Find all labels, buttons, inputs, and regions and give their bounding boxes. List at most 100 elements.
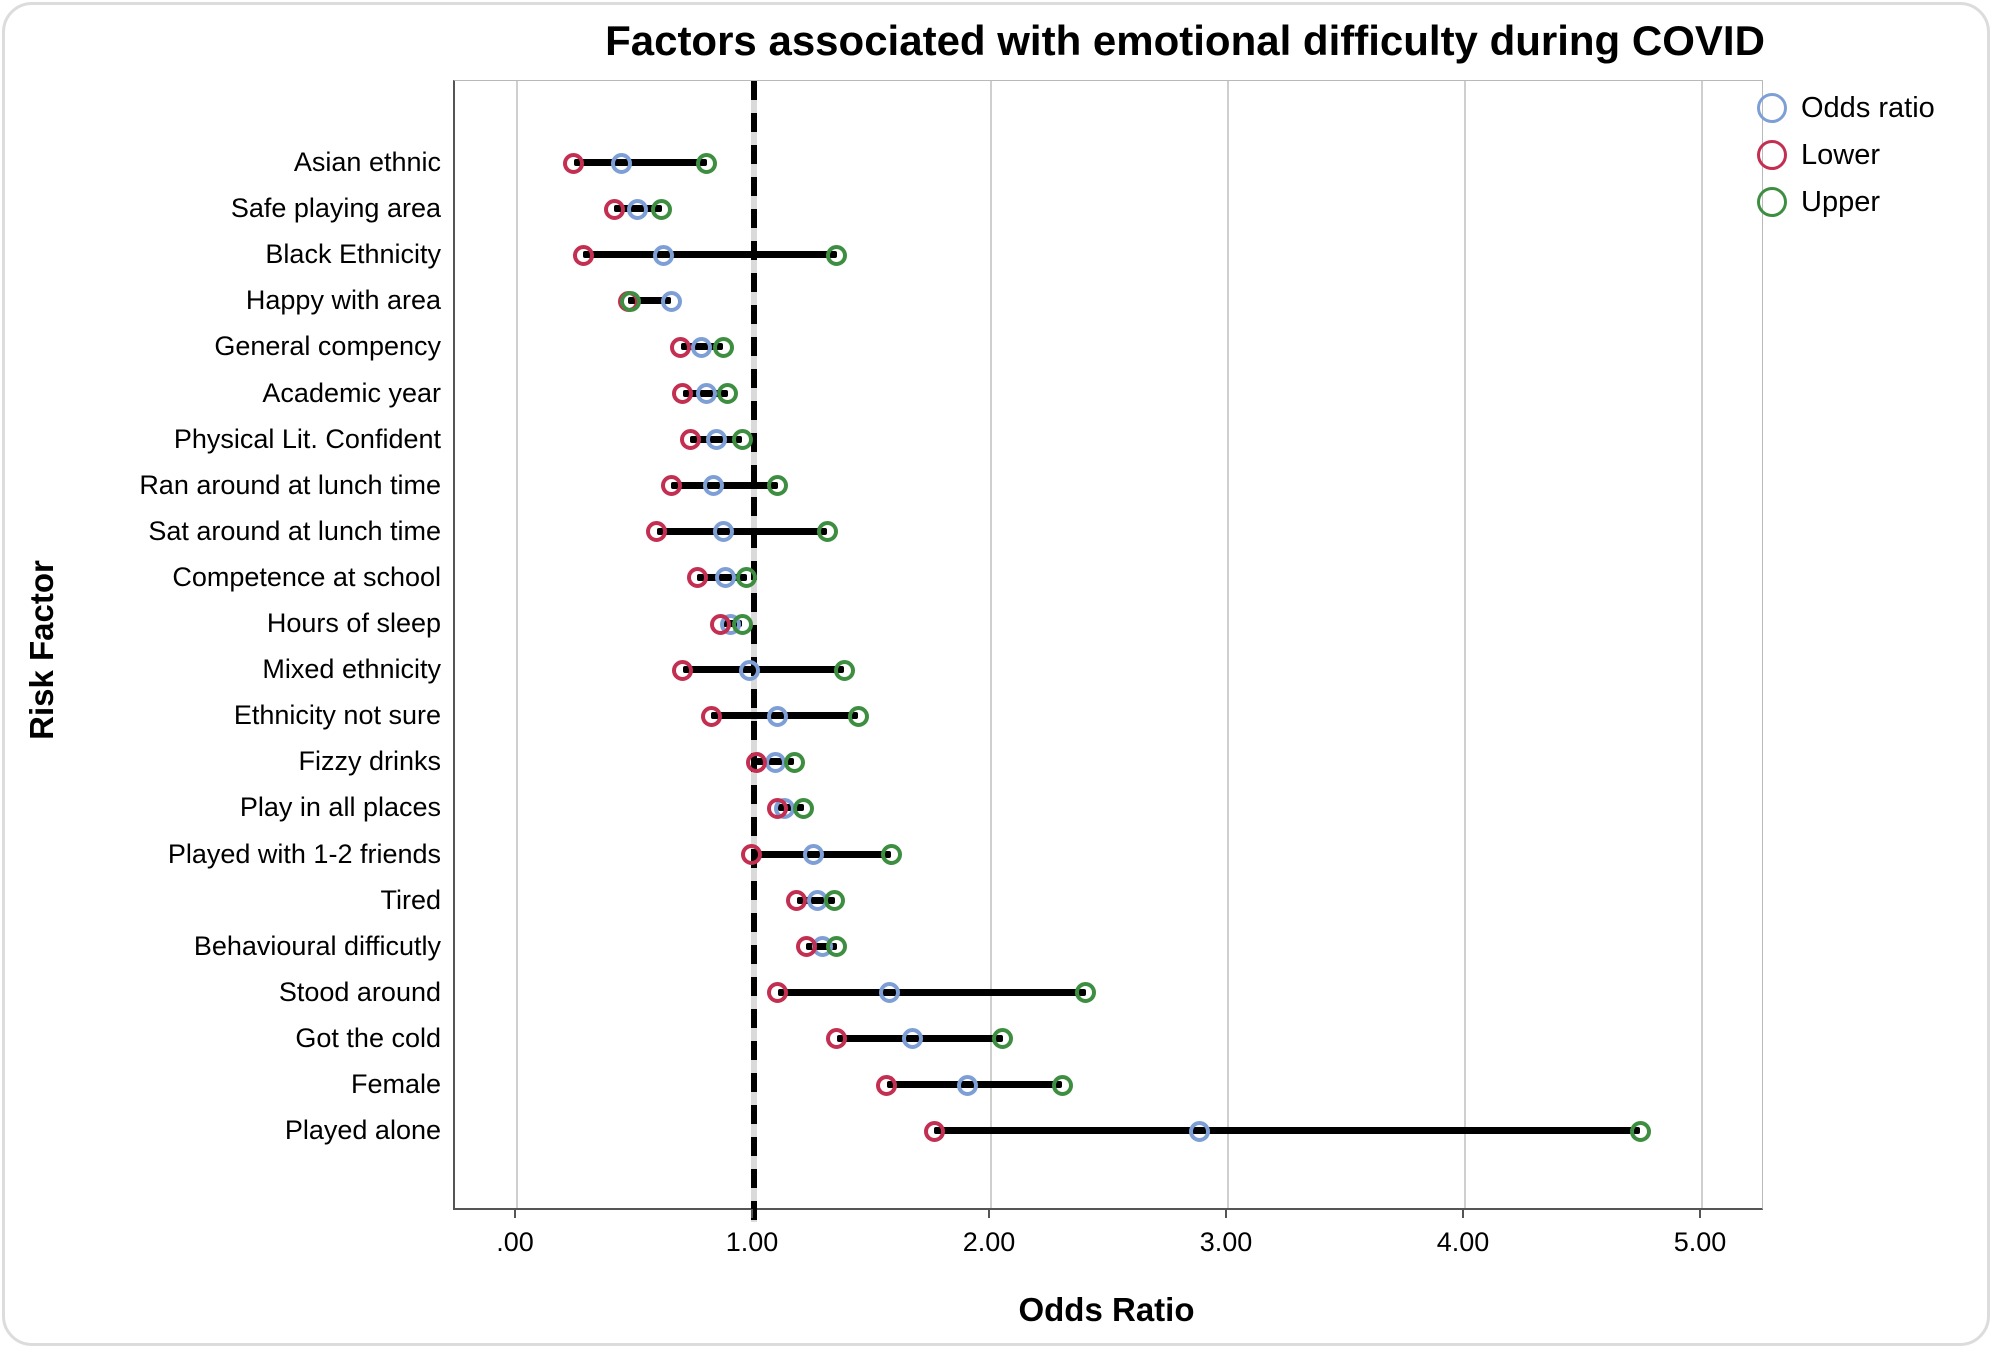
ci-line	[777, 988, 1086, 996]
x-tick	[1225, 1209, 1227, 1218]
odds-ratio-marker	[738, 659, 760, 681]
odds-ratio-marker	[696, 383, 718, 404]
odds-ratio-marker	[653, 244, 675, 266]
upper-marker	[826, 936, 848, 958]
odds-ratio-marker	[764, 751, 786, 773]
lower-marker	[767, 797, 789, 819]
gridline	[1701, 81, 1703, 1208]
x-tick	[514, 1209, 516, 1218]
category-label: Black Ethnicity	[265, 239, 441, 270]
lower-marker	[679, 429, 701, 451]
upper-marker	[651, 198, 673, 220]
lower-marker	[786, 890, 808, 912]
upper-marker	[847, 705, 869, 727]
odds-ratio-marker	[715, 567, 737, 589]
category-label: Competence at school	[172, 561, 441, 592]
odds-ratio-marker	[703, 475, 725, 497]
x-tick-label: 3.00	[1199, 1227, 1253, 1257]
lower-marker	[745, 751, 767, 773]
lower-marker	[603, 198, 625, 220]
category-label: Tired	[380, 884, 441, 915]
category-label: Academic year	[262, 377, 441, 408]
upper-marker	[826, 244, 848, 266]
upper-marker	[712, 336, 734, 358]
legend-label: Odds ratio	[1801, 92, 1935, 124]
upper-marker	[731, 613, 753, 635]
category-label: Asian ethnic	[293, 147, 441, 177]
category-label: Physical Lit. Confident	[173, 423, 441, 454]
ci-line	[671, 481, 778, 489]
odds-ratio-marker	[610, 152, 632, 174]
gridline	[990, 81, 992, 1208]
x-tick	[1699, 1209, 1701, 1218]
chart-title: Factors associated with emotional diffic…	[605, 17, 1765, 64]
upper-marker	[1629, 1120, 1651, 1142]
upper-marker	[1051, 1074, 1073, 1096]
x-tick-label: 2.00	[962, 1227, 1016, 1257]
lower-marker	[672, 659, 694, 681]
x-tick-label: 1.00	[725, 1227, 779, 1257]
odds-ratio-marker	[802, 844, 824, 865]
upper-marker	[992, 1028, 1014, 1050]
lower-ring-icon	[1757, 140, 1787, 170]
lower-marker	[563, 152, 585, 174]
odds-ratio-marker	[902, 1028, 924, 1050]
upper-marker	[816, 521, 838, 543]
gridline	[1464, 81, 1466, 1208]
upper-marker	[783, 751, 805, 773]
upper-marker	[696, 152, 718, 174]
lower-marker	[572, 244, 594, 266]
lower-marker	[672, 383, 694, 404]
upper-ring-icon	[1757, 187, 1787, 217]
ci-line	[656, 527, 828, 535]
x-tick	[751, 1209, 753, 1218]
upper-marker	[833, 659, 855, 681]
upper-marker	[620, 290, 642, 312]
x-tick-label: 5.00	[1673, 1227, 1727, 1257]
ci-line	[628, 297, 672, 305]
category-label: Stood around	[278, 976, 441, 1007]
lower-marker	[660, 475, 682, 497]
ci-line	[934, 1127, 1641, 1135]
category-label: Played with 1-2 friends	[167, 838, 441, 869]
lower-marker	[700, 705, 722, 727]
reference-line	[751, 81, 757, 1222]
category-label: Played alone	[284, 1115, 441, 1146]
upper-marker	[736, 567, 758, 589]
lower-marker	[923, 1120, 945, 1142]
lower-marker	[795, 936, 817, 958]
category-label: Got the cold	[295, 1022, 441, 1053]
x-tick-label: .00	[496, 1227, 534, 1257]
category-label: Behavioural difficutly	[193, 930, 441, 961]
lower-marker	[826, 1028, 848, 1050]
x-axis-title: Odds Ratio	[1018, 1291, 1195, 1328]
upper-marker	[1075, 982, 1097, 1004]
odds-ratio-ring-icon	[1757, 93, 1787, 123]
legend-item-lower: Lower	[1757, 132, 1987, 179]
odds-ratio-marker	[691, 336, 713, 358]
upper-marker	[717, 383, 739, 404]
upper-marker	[767, 475, 789, 497]
ci-line	[682, 666, 845, 674]
ci-line	[583, 251, 837, 259]
category-label: Hours of sleep	[266, 608, 441, 638]
legend-item-upper: Upper	[1757, 179, 1987, 226]
gridline	[516, 81, 518, 1208]
legend-label: Lower	[1801, 139, 1880, 171]
odds-ratio-marker	[767, 705, 789, 727]
upper-marker	[880, 844, 902, 865]
lower-marker	[876, 1074, 898, 1096]
ci-line	[573, 159, 707, 166]
odds-ratio-marker	[705, 429, 727, 451]
x-tick-label: 4.00	[1436, 1227, 1490, 1257]
upper-marker	[824, 890, 846, 912]
category-label: Happy with area	[245, 285, 441, 316]
category-label: General compency	[214, 331, 441, 362]
odds-ratio-marker	[1189, 1120, 1211, 1142]
category-label: Fizzy drinks	[298, 746, 441, 777]
legend-item-odds-ratio: Odds ratio	[1757, 85, 1987, 132]
category-label: Female	[350, 1069, 441, 1099]
odds-ratio-marker	[956, 1074, 978, 1096]
category-label: Mixed ethnicity	[262, 654, 441, 685]
